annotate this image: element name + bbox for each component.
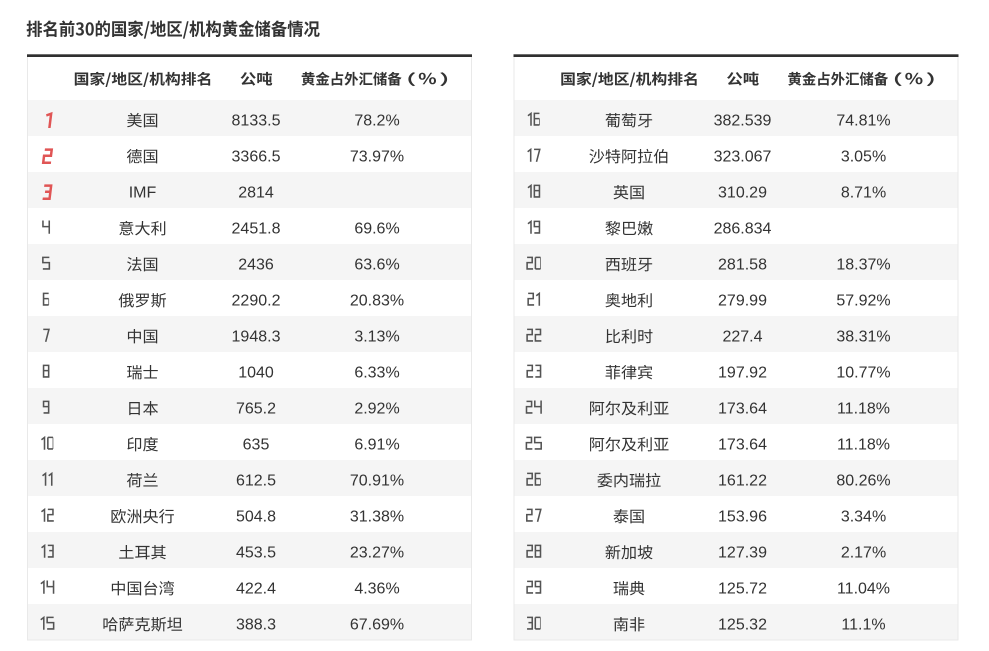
svg-text:1948.3: 1948.3 [232, 329, 281, 346]
svg-text:504.8: 504.8 [236, 509, 276, 526]
svg-text:125.32: 125.32 [718, 617, 767, 634]
svg-text:2814: 2814 [238, 185, 274, 202]
svg-text:382.539: 382.539 [714, 113, 772, 130]
svg-text:173.64: 173.64 [718, 401, 767, 418]
svg-text:8.71%: 8.71% [841, 185, 886, 202]
svg-text:18.37%: 18.37% [836, 257, 890, 274]
svg-text:323.067: 323.067 [714, 149, 772, 166]
svg-text:125.72: 125.72 [718, 581, 767, 598]
svg-text:11.04%: 11.04% [837, 581, 890, 598]
svg-text:279.99: 279.99 [718, 293, 767, 310]
svg-text:197.92: 197.92 [718, 365, 767, 382]
svg-text:3366.5: 3366.5 [232, 149, 281, 166]
svg-text:20.83%: 20.83% [350, 293, 404, 310]
svg-text:80.26%: 80.26% [836, 473, 890, 490]
svg-text:2290.2: 2290.2 [232, 293, 281, 310]
svg-text:31.38%: 31.38% [350, 509, 404, 526]
svg-text:74.81%: 74.81% [836, 113, 890, 130]
svg-text:6.33%: 6.33% [354, 365, 399, 382]
svg-text:388.3: 388.3 [236, 617, 276, 634]
svg-text:1040: 1040 [238, 365, 274, 382]
svg-text:10.77%: 10.77% [836, 365, 890, 382]
svg-text:67.69%: 67.69% [350, 617, 404, 634]
svg-text:3.34%: 3.34% [841, 509, 886, 526]
svg-text:63.6%: 63.6% [354, 257, 399, 274]
svg-text:453.5: 453.5 [236, 545, 276, 562]
svg-text:2451.8: 2451.8 [232, 221, 281, 238]
svg-text:612.5: 612.5 [236, 473, 276, 490]
svg-text:11.1%: 11.1% [841, 617, 885, 634]
svg-text:38.31%: 38.31% [836, 329, 890, 346]
svg-text:11.18%: 11.18% [837, 401, 890, 418]
svg-text:2.17%: 2.17% [841, 545, 886, 562]
svg-text:310.29: 310.29 [718, 185, 767, 202]
svg-text:3.13%: 3.13% [354, 329, 399, 346]
svg-text:73.97%: 73.97% [350, 149, 404, 166]
svg-text:227.4: 227.4 [722, 329, 762, 346]
svg-text:23.27%: 23.27% [350, 545, 404, 562]
svg-text:6.91%: 6.91% [354, 437, 399, 454]
svg-text:78.2%: 78.2% [354, 113, 399, 130]
svg-text:IMF: IMF [129, 185, 157, 202]
svg-text:3.05%: 3.05% [841, 149, 886, 166]
svg-text:2436: 2436 [238, 257, 274, 274]
svg-text:127.39: 127.39 [718, 545, 767, 562]
svg-text:4.36%: 4.36% [354, 581, 399, 598]
svg-text:286.834: 286.834 [714, 221, 772, 238]
svg-text:281.58: 281.58 [718, 257, 767, 274]
svg-text:765.2: 765.2 [236, 401, 276, 418]
svg-text:57.92%: 57.92% [836, 293, 890, 310]
svg-text:69.6%: 69.6% [354, 221, 399, 238]
svg-text:173.64: 173.64 [718, 437, 767, 454]
svg-text:153.96: 153.96 [718, 509, 767, 526]
svg-text:8133.5: 8133.5 [232, 113, 281, 130]
svg-text:2.92%: 2.92% [354, 401, 399, 418]
svg-text:11.18%: 11.18% [837, 437, 890, 454]
svg-text:422.4: 422.4 [236, 581, 276, 598]
svg-text:161.22: 161.22 [718, 473, 767, 490]
svg-text:635: 635 [243, 437, 270, 454]
svg-text:70.91%: 70.91% [350, 473, 404, 490]
